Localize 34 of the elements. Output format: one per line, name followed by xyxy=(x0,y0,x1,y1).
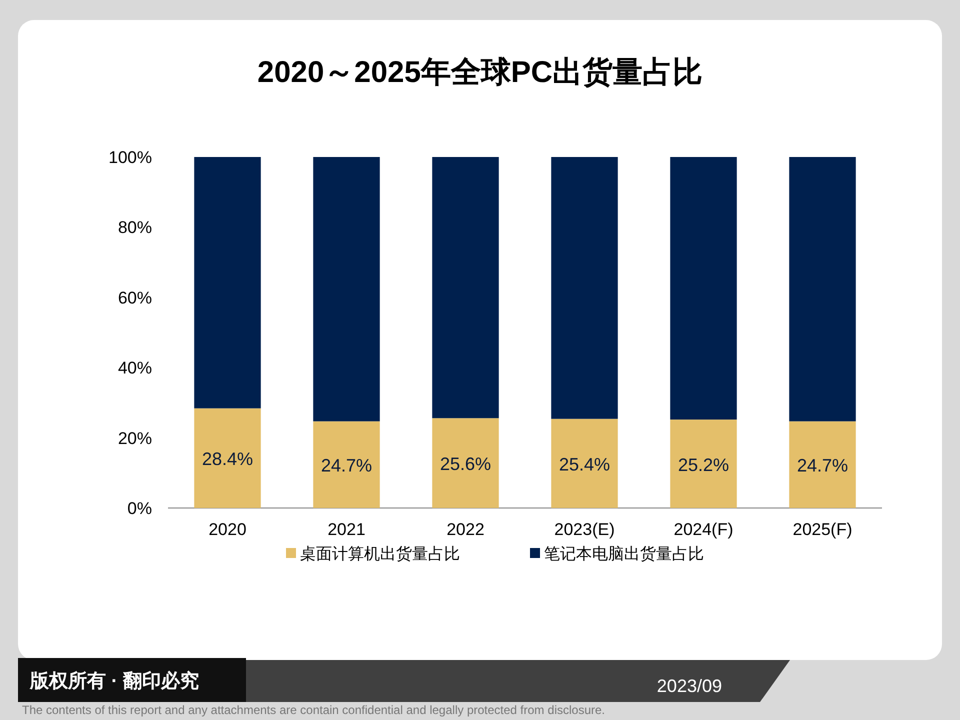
legend-label: 笔记本电脑出货量占比 xyxy=(544,545,704,563)
y-tick-label: 0% xyxy=(127,499,152,518)
x-tick-label: 2024(F) xyxy=(674,520,734,539)
chart-title: 2020～2025年全球PC出货量占比 xyxy=(257,56,703,89)
bar xyxy=(432,157,499,418)
data-label: 25.2% xyxy=(678,454,730,475)
x-tick-label: 2025(F) xyxy=(792,520,852,539)
y-tick-label: 20% xyxy=(118,428,152,448)
x-tick-label: 2020 xyxy=(208,520,246,539)
bar xyxy=(313,421,380,508)
data-label: 24.7% xyxy=(320,456,372,476)
bar xyxy=(313,157,380,422)
bar xyxy=(551,418,618,508)
bar xyxy=(194,157,261,408)
y-tick-label: 80% xyxy=(118,218,152,238)
x-tick-label: 2022 xyxy=(446,520,484,539)
bar xyxy=(789,421,856,508)
x-tick-label: 2021 xyxy=(328,520,366,539)
bar xyxy=(432,418,499,508)
data-label: 25.6% xyxy=(440,454,492,474)
bar xyxy=(789,157,856,422)
footer: 版权所有 · 翻印必究 2023/09 The contents of this report and any attachments are contain confidential and legally protected from disclosure. xyxy=(18,658,790,717)
data-label: 28.4% xyxy=(202,449,254,470)
x-tick-label: 2023(E) xyxy=(554,520,615,539)
legend-label: 桌面计算机出货量占比 xyxy=(300,545,460,563)
bar xyxy=(670,157,737,420)
bar xyxy=(551,157,618,419)
y-tick-label: 40% xyxy=(118,358,152,378)
y-tick-label: 60% xyxy=(118,288,152,308)
bar xyxy=(670,420,737,508)
data-label: 25.4% xyxy=(558,454,610,474)
bar xyxy=(194,408,261,508)
data-label: 24.7% xyxy=(796,456,848,476)
y-tick-label: 100% xyxy=(108,148,152,167)
